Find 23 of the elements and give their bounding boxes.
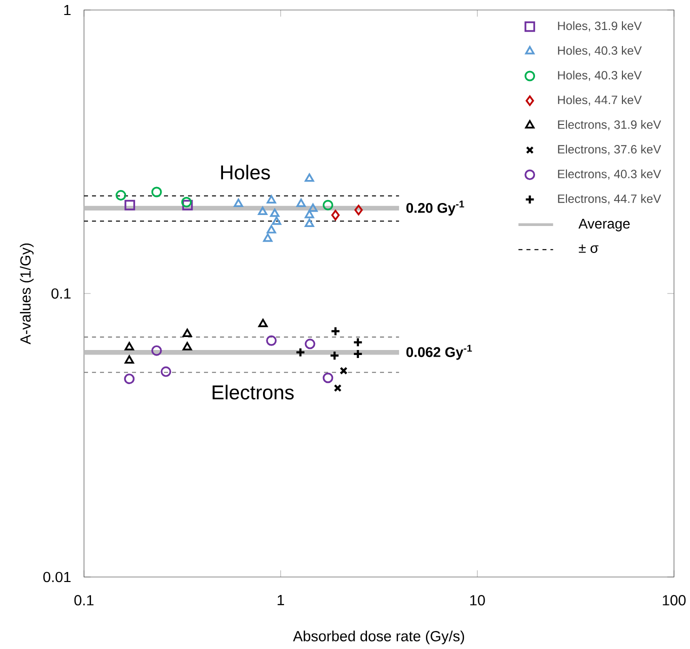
x-tick-label: 10	[470, 595, 485, 606]
legend-label: Electrons, 44.7 keV	[558, 194, 662, 204]
annotation: Electrons	[212, 384, 294, 400]
legend-label: Holes, 31.9 keV	[558, 21, 642, 32]
legend-label: Holes, 40.3 keV	[558, 46, 642, 56]
y-tick-label: 1	[64, 4, 71, 16]
ref-line-label: 0.20 Gy$^{-1}$	[406, 200, 464, 216]
x-tick-label: 1	[278, 595, 284, 606]
x-tick-label: 100	[662, 595, 686, 606]
y-tick-label: 0.01	[43, 572, 71, 582]
legend-label: Electrons, 40.3 keV	[558, 169, 662, 180]
annotation: Average	[578, 218, 630, 232]
legend-label: Holes, 40.3 keV	[558, 70, 642, 81]
legend-label: Electrons, 31.9 keV	[558, 120, 662, 130]
legend-label: Electrons, 37.6 keV	[558, 144, 662, 155]
x-axis-title: Absorbed dose rate (Gy/s)	[293, 630, 464, 644]
annotation: Holes	[221, 164, 270, 180]
legend-label: Holes, 44.7 keV	[558, 95, 642, 106]
annotation: ± σ	[578, 244, 598, 253]
x-tick-label: 0.1	[74, 595, 94, 606]
y-axis-title: A-values (1/Gy)	[20, 243, 34, 344]
y-tick-label: 0.1	[51, 288, 71, 299]
ref-line-label: 0.062 Gy$^{-1}$	[406, 344, 472, 360]
